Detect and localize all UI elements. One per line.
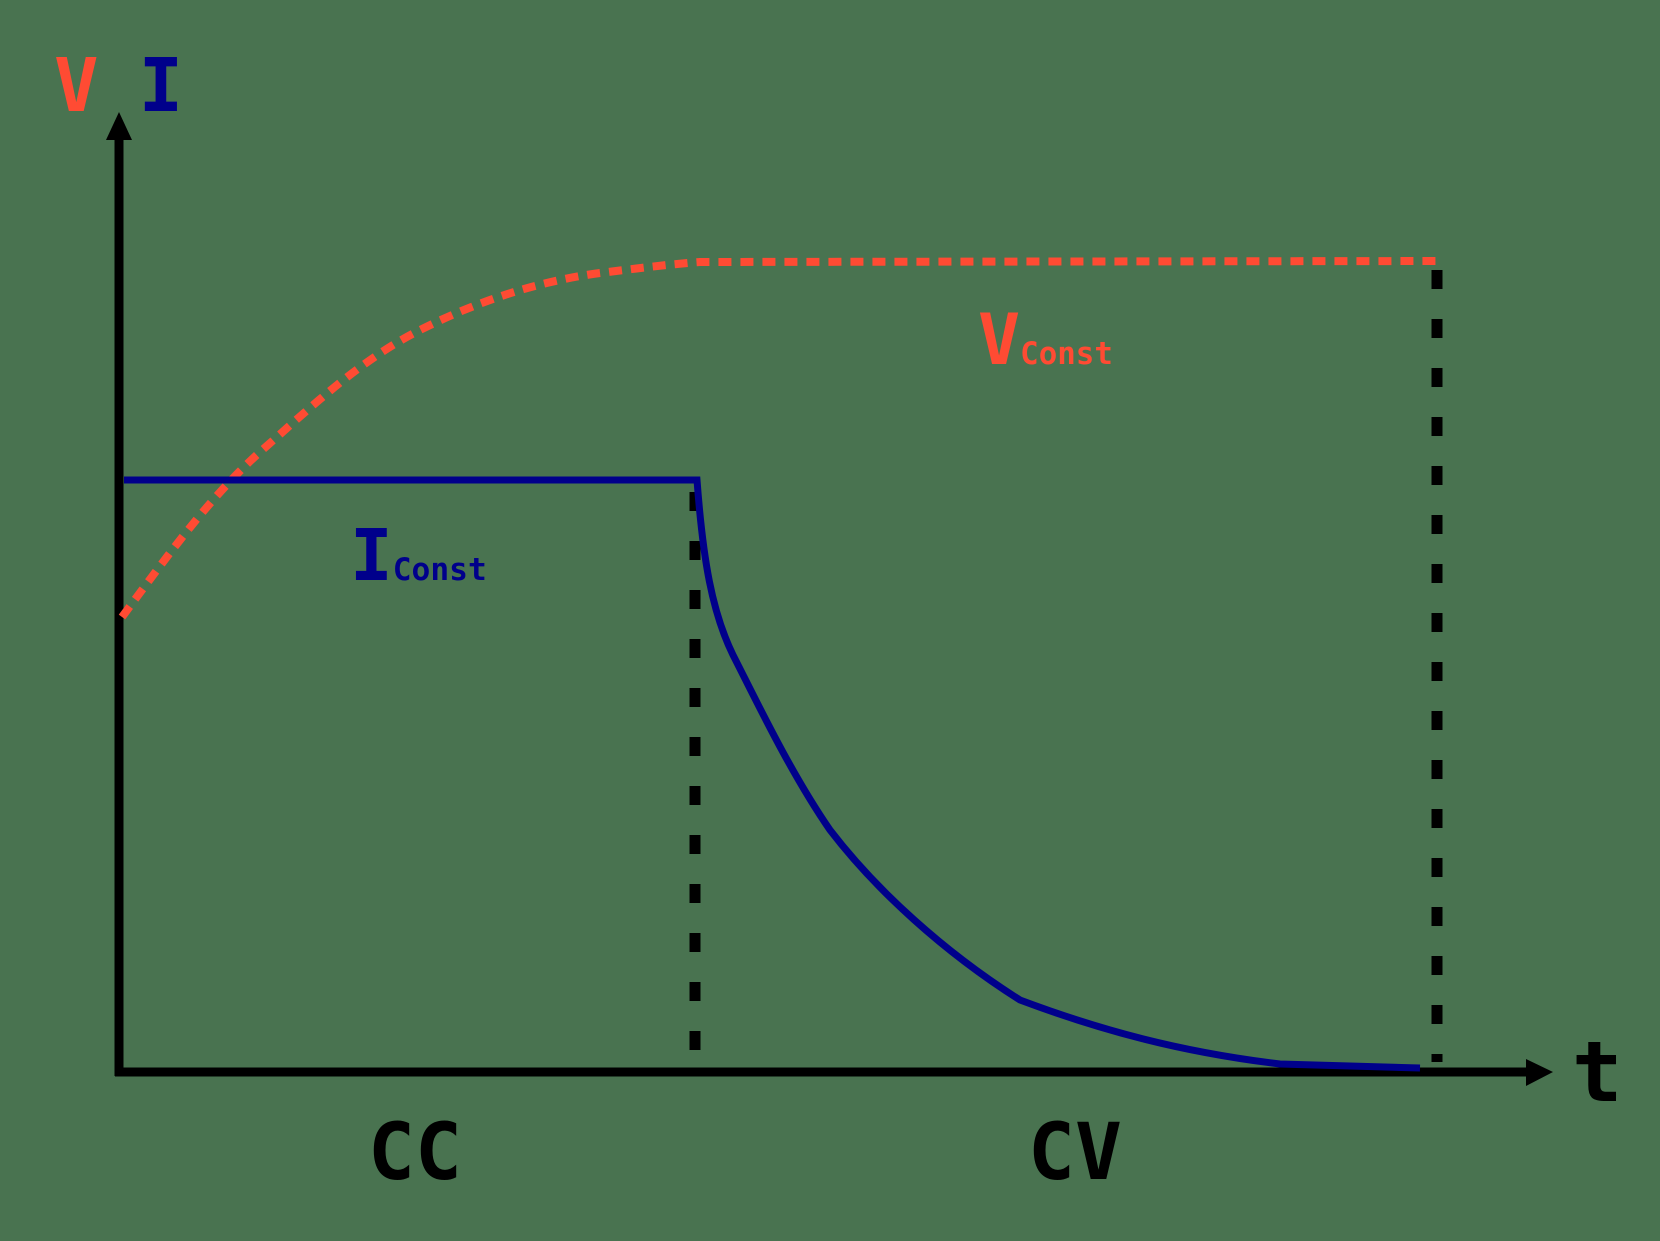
voltage-curve-label-sub: Const xyxy=(1020,336,1113,372)
current-curve-label-sub: Const xyxy=(392,552,487,588)
current-curve-label: IConst xyxy=(350,520,487,591)
x-axis-label: t xyxy=(1572,1023,1623,1121)
current-curve xyxy=(124,476,1421,1072)
cv-phase-label: CV xyxy=(1028,1108,1122,1198)
voltage-curve xyxy=(118,257,1439,620)
y-axis-current-label: I xyxy=(138,43,184,129)
current-curve-label-main: I xyxy=(350,514,393,597)
x-axis-arrowhead xyxy=(1526,1059,1553,1086)
voltage-curve-label-main: V xyxy=(978,299,1021,381)
y-axis-voltage-label: V xyxy=(54,43,99,129)
voltage-curve-label: VConst xyxy=(978,305,1113,375)
y-axis-arrowhead xyxy=(106,112,132,140)
cc-phase-label: CC xyxy=(368,1108,462,1198)
